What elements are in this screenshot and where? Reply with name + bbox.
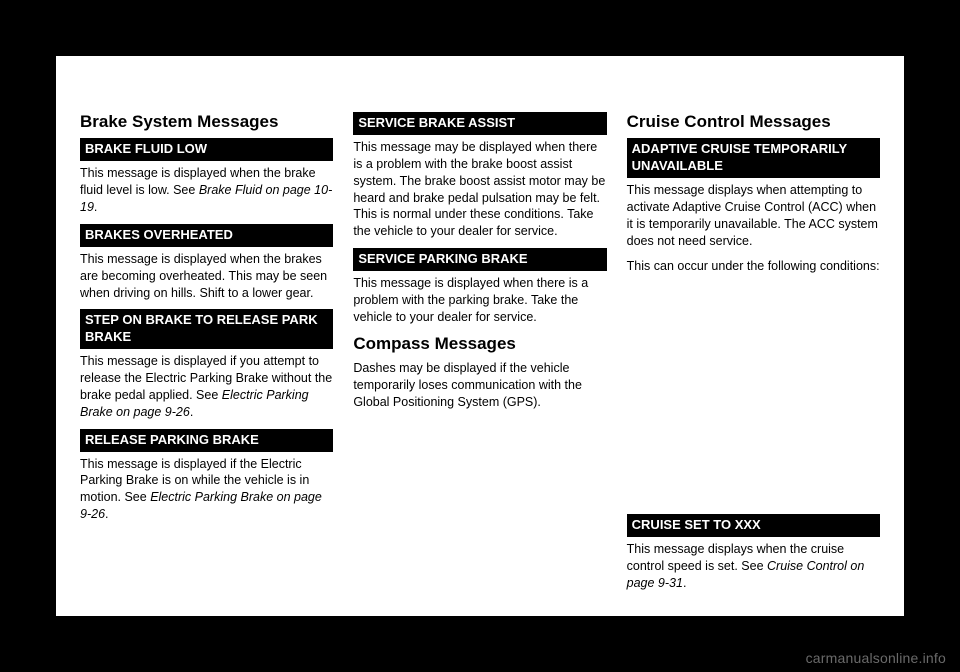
- brakes-overheated-heading: BRAKES OVERHEATED: [80, 224, 333, 247]
- service-parking-brake-heading: SERVICE PARKING BRAKE: [353, 248, 606, 271]
- compass-messages-text: Dashes may be displayed if the vehicle t…: [353, 360, 606, 411]
- brake-system-title: Brake System Messages: [80, 112, 333, 132]
- adaptive-cruise-heading: ADAPTIVE CRUISE TEMPORARILY UNAVAILABLE: [627, 138, 880, 178]
- column-1: Brake System Messages BRAKE FLUID LOW Th…: [80, 112, 333, 600]
- step-on-brake-text: This message is displayed if you attempt…: [80, 353, 333, 421]
- text-post: .: [94, 200, 97, 214]
- release-parking-brake-text: This message is displayed if the Electri…: [80, 456, 333, 524]
- service-brake-assist-text: This message may be displayed when there…: [353, 139, 606, 240]
- cruise-set-heading: CRUISE SET TO XXX: [627, 514, 880, 537]
- service-parking-brake-text: This message is displayed when there is …: [353, 275, 606, 326]
- column-2: SERVICE BRAKE ASSIST This message may be…: [353, 112, 606, 600]
- text-post: .: [190, 405, 193, 419]
- manual-page: Brake System Messages BRAKE FLUID LOW Th…: [56, 56, 904, 616]
- watermark: carmanualsonline.info: [806, 650, 946, 666]
- release-parking-brake-heading: RELEASE PARKING BRAKE: [80, 429, 333, 452]
- brakes-overheated-text: This message is displayed when the brake…: [80, 251, 333, 302]
- brake-fluid-low-heading: BRAKE FLUID LOW: [80, 138, 333, 161]
- brake-fluid-low-text: This message is displayed when the brake…: [80, 165, 333, 216]
- text-post: .: [683, 576, 686, 590]
- adaptive-cruise-text: This message displays when attempting to…: [627, 182, 880, 250]
- conditions-text: This can occur under the following condi…: [627, 258, 880, 275]
- spacer: [627, 283, 880, 515]
- text-post: .: [105, 507, 108, 521]
- compass-messages-title: Compass Messages: [353, 334, 606, 354]
- column-3: Cruise Control Messages ADAPTIVE CRUISE …: [627, 112, 880, 600]
- service-brake-assist-heading: SERVICE BRAKE ASSIST: [353, 112, 606, 135]
- step-on-brake-heading: STEP ON BRAKE TO RELEASE PARK BRAKE: [80, 309, 333, 349]
- cruise-set-text: This message displays when the cruise co…: [627, 541, 880, 592]
- cruise-control-title: Cruise Control Messages: [627, 112, 880, 132]
